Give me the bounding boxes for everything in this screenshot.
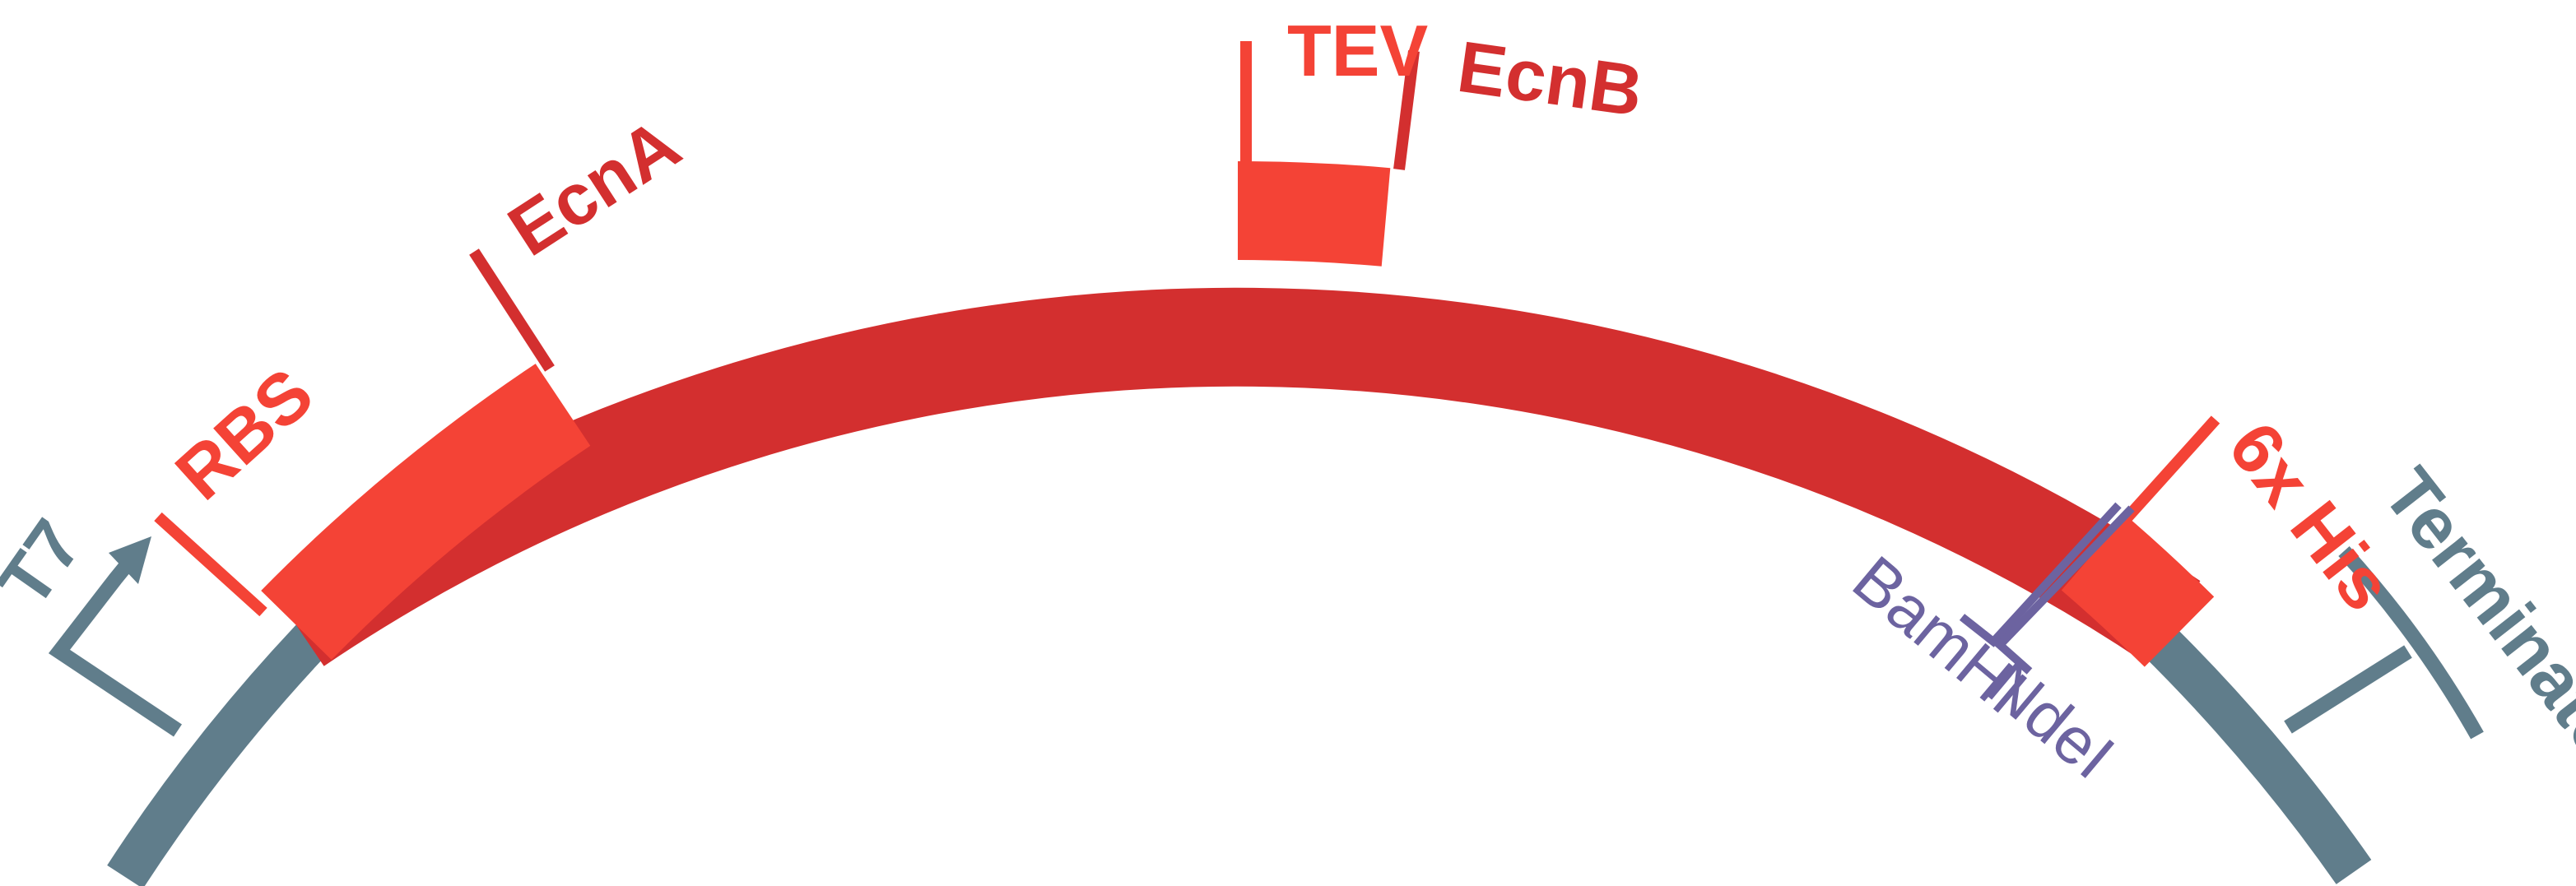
tev-segment: [1237, 161, 1391, 267]
ecnb-label: EcnB: [1453, 26, 1648, 132]
rbs-tick: [154, 512, 267, 617]
restriction-site-ndei-marker: [1993, 505, 2135, 675]
promoter-label: T7: [0, 505, 97, 621]
terminator-t-icon: [2284, 545, 2484, 740]
his-tag-segment: [2061, 515, 2215, 667]
rbs-label: RBS: [160, 352, 328, 515]
tev-label: TEV: [1287, 10, 1428, 91]
rbs-segment: [261, 364, 591, 661]
backbone-arc-left: [107, 624, 328, 886]
ecnb-tick: [1393, 50, 1420, 170]
restriction-site-bamhi-marker: [1959, 502, 2122, 647]
ecna-tick: [469, 248, 555, 372]
backbone-arc-right: [2141, 623, 2372, 884]
coding-region-arc: [268, 287, 2201, 666]
his-tag-tick: [2122, 415, 2220, 522]
ecna-label: EcnA: [494, 102, 694, 271]
promoter-arrow-icon: [48, 536, 182, 737]
